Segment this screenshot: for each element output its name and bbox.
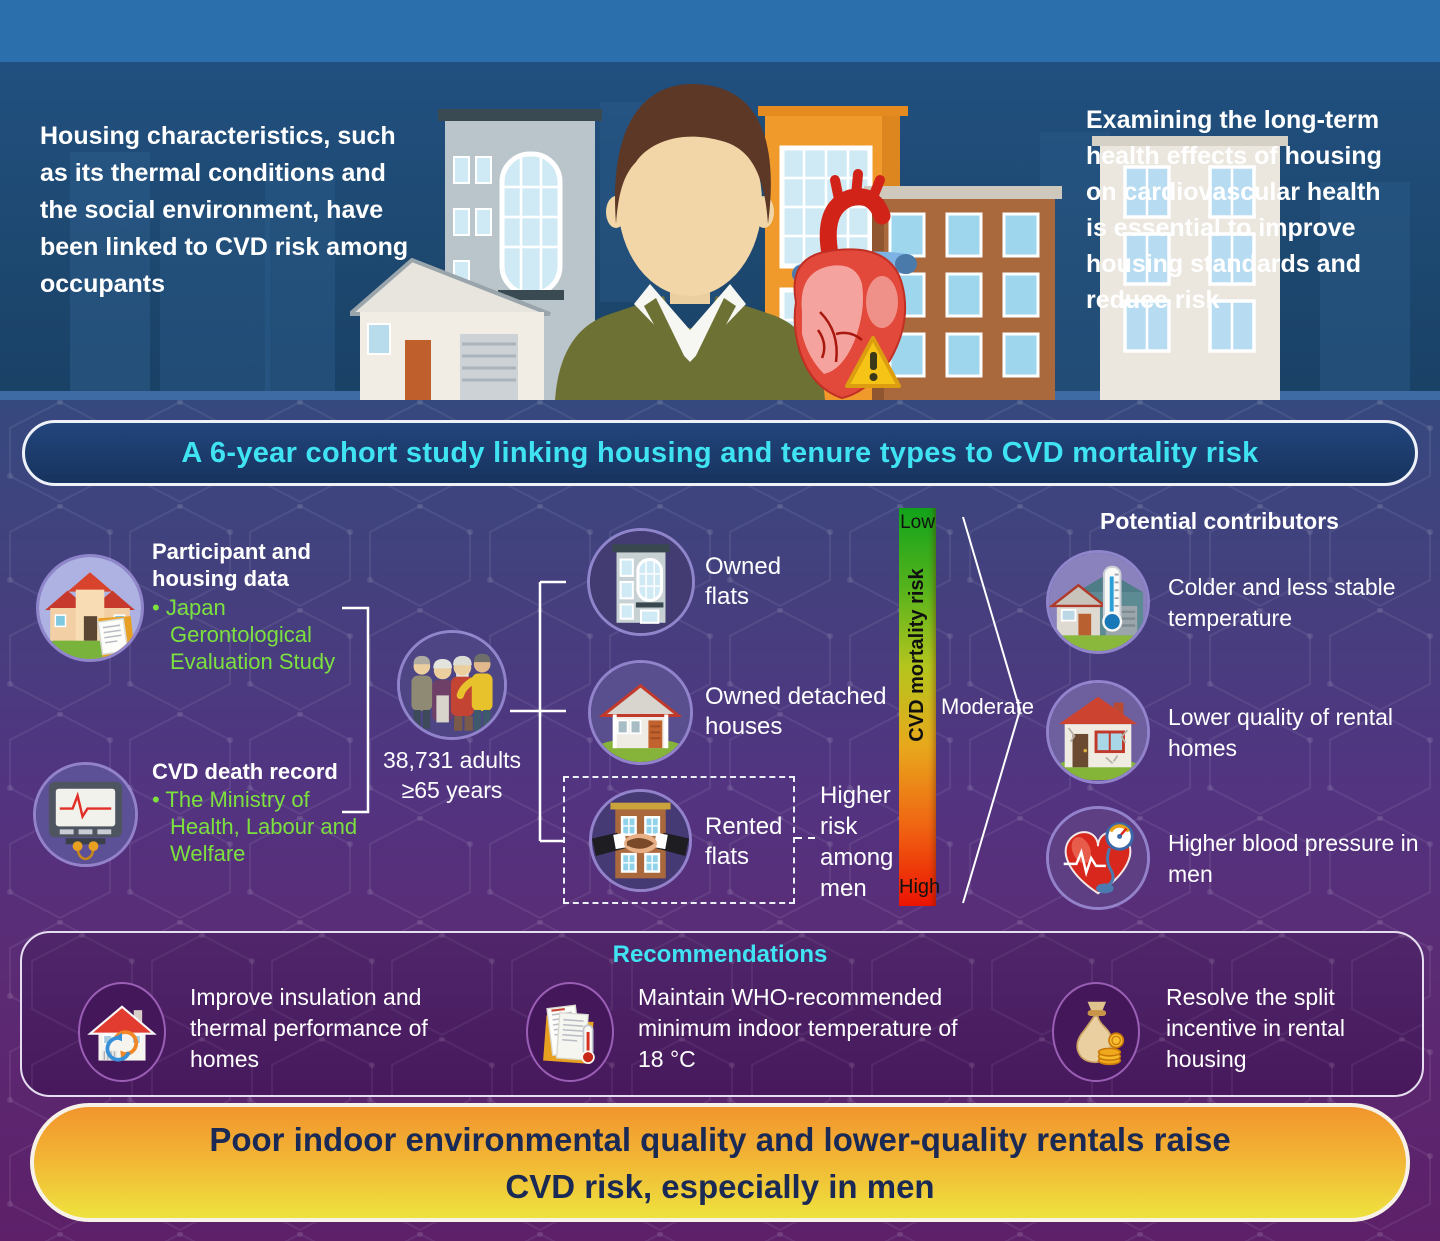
owned-flats-icon: [587, 528, 695, 636]
housing-type-label: Rented flats: [705, 813, 783, 870]
contributor-item: Higher blood pressure in men: [1168, 830, 1419, 887]
source-heading: CVD death record: [152, 759, 338, 784]
recommendations-heading: Recommendations: [612, 941, 828, 968]
conclusion-line-1: Poor indoor environmental quality and lo…: [209, 1120, 1231, 1158]
skyline-silhouette: [1320, 182, 1410, 400]
skyline-silhouette: [265, 172, 335, 400]
skyline-silhouette: [70, 152, 150, 400]
risk-low-label: Low: [900, 512, 935, 533]
source-bullet: • The Ministry of Health, Labour and Wel…: [152, 787, 358, 866]
study-banner-title: A 6-year cohort study linking housing an…: [181, 436, 1259, 469]
heart-illustration: [792, 169, 917, 400]
house-documents-icon: [36, 554, 144, 662]
source-bullet: • Japan Gerontological Evaluation Study: [152, 595, 336, 674]
cohort-size: 38,731 adults ≥65 years: [378, 745, 526, 805]
recommendations-panel: [20, 931, 1424, 1097]
person-3: [450, 655, 474, 731]
house-thermometer-icon: [1046, 550, 1150, 654]
cohort-count: 38,731 adults: [382, 747, 522, 773]
contributor-item: Lower quality of rental homes: [1168, 704, 1394, 761]
study-section-background: [0, 400, 1440, 1241]
rented-flats-handshake-icon: [589, 789, 692, 892]
money-bag-icon: [1052, 982, 1140, 1082]
contributor-item: Colder and less stable temperature: [1168, 574, 1396, 631]
top-accent-bar: [0, 0, 1440, 62]
header-section: Housing characteristics, such as its the…: [0, 62, 1440, 400]
skyline-silhouette: [160, 212, 270, 400]
intro-left-text: Housing characteristics, such as its the…: [40, 122, 409, 298]
recommendation-item: Maintain WHO-recommended minimum indoor …: [638, 984, 958, 1072]
risk-high-label: High: [899, 876, 941, 898]
risk-axis-label: CVD mortality risk: [906, 568, 928, 742]
hexagon-pattern: [0, 400, 1440, 1241]
recommendation-item: Improve insulation and thermal performan…: [190, 984, 428, 1072]
conclusion-line-2: CVD risk, especially in men: [505, 1167, 935, 1205]
old-rental-house-icon: [1046, 680, 1150, 784]
source-heading: Participant and housing data: [152, 539, 311, 591]
small-house: [350, 257, 551, 400]
cohort-age: ≥65 years: [401, 777, 503, 803]
person-4: [456, 653, 493, 731]
contributors-heading: Potential contributors: [1100, 508, 1339, 534]
elderly-group-icon: [397, 630, 507, 740]
document-thermometer-icon: [526, 982, 614, 1082]
study-banner: A 6-year cohort study linking housing an…: [22, 420, 1418, 486]
risk-moderate-label: Moderate: [941, 694, 1034, 719]
ecg-monitor-icon: [33, 762, 138, 867]
person-1: [411, 655, 433, 729]
heart-blood-pressure-icon: [1046, 806, 1150, 910]
higher-risk-note: Higher risk among men: [820, 782, 894, 902]
man-figure: [555, 84, 825, 400]
intro-right-text: Examining the long-term health effects o…: [1086, 106, 1382, 314]
person-2: [432, 659, 454, 723]
recommendation-item: Resolve the split incentive in rental ho…: [1166, 984, 1345, 1072]
insulated-house-icon: [78, 982, 166, 1082]
detached-house-icon: [588, 660, 693, 765]
housing-type-label: Owned flats: [705, 553, 782, 610]
housing-type-label: Owned detached houses: [705, 683, 887, 740]
warning-triangle-icon: [845, 336, 901, 388]
city-illustration: [350, 84, 1288, 400]
hexagon-pattern: [22, 933, 1422, 1095]
cvd-risk-gradient-bar: [899, 508, 936, 906]
conclusion-banner: Poor indoor environmental quality and lo…: [30, 1103, 1410, 1222]
white-building: [1092, 136, 1288, 400]
